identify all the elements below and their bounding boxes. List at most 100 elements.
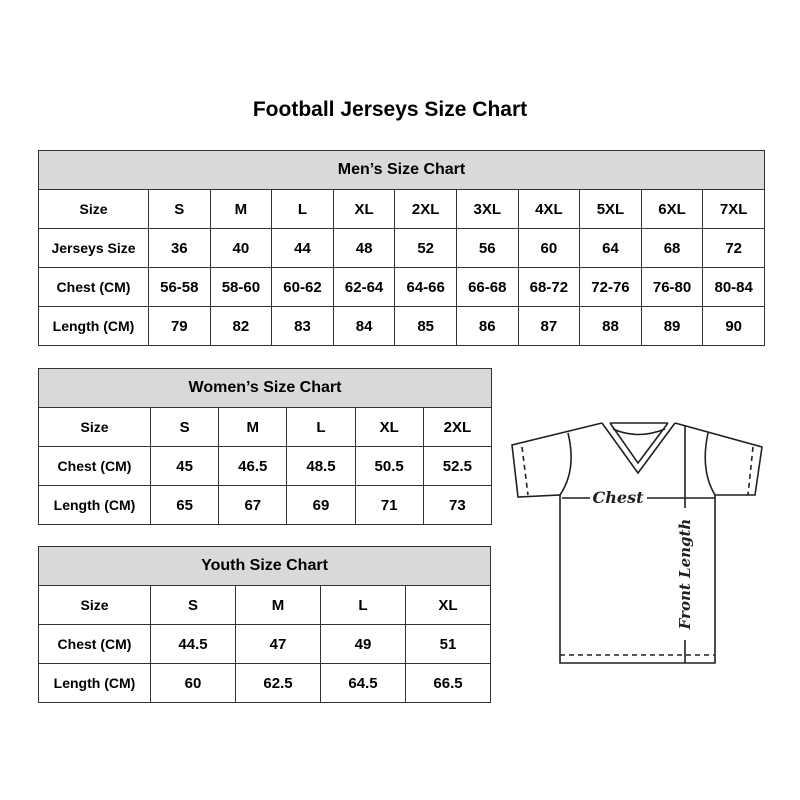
measure-lines bbox=[562, 425, 715, 663]
jersey-diagram: Chest Front Length bbox=[511, 422, 763, 664]
table-cell: 66-68 bbox=[455, 267, 519, 307]
table-cell: 40 bbox=[209, 228, 273, 268]
table-cell: 88 bbox=[579, 306, 642, 346]
table-cell: 2XL bbox=[394, 189, 457, 229]
table-cell: XL bbox=[405, 585, 491, 625]
row-label: Size bbox=[38, 189, 149, 229]
table-row: Length (CM) 79 82 83 84 85 86 87 88 89 90 bbox=[38, 306, 765, 346]
table-cell: 64-66 bbox=[394, 267, 457, 307]
table-row: Size S M L XL bbox=[38, 585, 491, 625]
table-cell: 56 bbox=[455, 228, 519, 268]
table-cell: 72 bbox=[702, 228, 765, 268]
table-cell: M bbox=[218, 407, 288, 447]
row-label: Chest (CM) bbox=[38, 267, 149, 307]
table-cell: 68-72 bbox=[517, 267, 581, 307]
men-table-heading: Men’s Size Chart bbox=[38, 150, 765, 190]
table-row: Length (CM) 60 62.5 64.5 66.5 bbox=[38, 663, 491, 703]
row-label: Length (CM) bbox=[38, 663, 151, 703]
table-cell: L bbox=[286, 407, 356, 447]
chest-label: Chest bbox=[593, 488, 645, 507]
row-label: Length (CM) bbox=[38, 485, 151, 525]
table-cell: 7XL bbox=[702, 189, 765, 229]
table-cell: 6XL bbox=[640, 189, 704, 229]
table-cell: S bbox=[150, 585, 236, 625]
table-cell: XL bbox=[354, 407, 424, 447]
table-cell: M bbox=[209, 189, 273, 229]
row-label: Length (CM) bbox=[38, 306, 149, 346]
table-cell: 84 bbox=[332, 306, 396, 346]
table-cell: 85 bbox=[394, 306, 457, 346]
table-cell: 2XL bbox=[422, 407, 493, 447]
table-cell: 68 bbox=[640, 228, 704, 268]
table-cell: S bbox=[149, 407, 220, 447]
table-row: Chest (CM) 56-58 58-60 60-62 62-64 64-66 66-68… bbox=[38, 267, 765, 307]
mens-size-table: Men’s Size Chart Size S M L XL 2XL 3XL 4XL 5XL 6XL… bbox=[38, 150, 765, 346]
table-cell: 90 bbox=[702, 306, 765, 346]
hem-dashes bbox=[521, 446, 754, 656]
front-length-label: Front Length bbox=[676, 519, 694, 631]
table-row: Jerseys Size 36 40 44 48 52 56 60 64 68 72 bbox=[38, 228, 765, 268]
table-cell: 5XL bbox=[579, 189, 642, 229]
table-cell: 71 bbox=[354, 485, 424, 525]
table-row: Size S M L XL 2XL bbox=[38, 407, 493, 447]
table-cell: 62.5 bbox=[235, 663, 321, 703]
row-label: Chest (CM) bbox=[38, 624, 151, 664]
table-cell: L bbox=[271, 189, 334, 229]
table-cell: 62-64 bbox=[332, 267, 396, 307]
table-cell: 36 bbox=[148, 228, 211, 268]
row-label: Size bbox=[38, 585, 151, 625]
table-cell: 45 bbox=[149, 446, 220, 486]
table-cell: 60 bbox=[517, 228, 581, 268]
sleeve-seams bbox=[559, 432, 716, 496]
table-row: Chest (CM) 45 46.5 48.5 50.5 52.5 bbox=[38, 446, 493, 486]
table-cell: 52.5 bbox=[422, 446, 493, 486]
table-cell: 82 bbox=[209, 306, 273, 346]
table-cell: 51 bbox=[405, 624, 491, 664]
table-cell: 80-84 bbox=[702, 267, 765, 307]
row-label: Size bbox=[38, 407, 151, 447]
table-row: Chest (CM) 44.5 47 49 51 bbox=[38, 624, 491, 664]
table-cell: 50.5 bbox=[354, 446, 424, 486]
table-cell: 60 bbox=[150, 663, 236, 703]
youth-size-table: Youth Size Chart Size S M L XL Chest (CM) 44.5 4… bbox=[38, 546, 491, 703]
women-table-heading: Women’s Size Chart bbox=[38, 368, 492, 408]
table-cell: 73 bbox=[422, 485, 493, 525]
table-cell: 65 bbox=[149, 485, 220, 525]
table-cell: M bbox=[235, 585, 321, 625]
table-cell: 89 bbox=[640, 306, 704, 346]
table-cell: 69 bbox=[286, 485, 356, 525]
table-cell: 67 bbox=[218, 485, 288, 525]
table-cell: S bbox=[148, 189, 211, 229]
table-cell: 48.5 bbox=[286, 446, 356, 486]
table-cell: 48 bbox=[332, 228, 396, 268]
table-cell: 66.5 bbox=[405, 663, 491, 703]
table-cell: 60-62 bbox=[271, 267, 334, 307]
table-row: Length (CM) 65 67 69 71 73 bbox=[38, 485, 493, 525]
table-cell: XL bbox=[332, 189, 396, 229]
table-cell: 76-80 bbox=[640, 267, 704, 307]
table-cell: 52 bbox=[394, 228, 457, 268]
table-cell: L bbox=[320, 585, 406, 625]
table-cell: 49 bbox=[320, 624, 406, 664]
youth-table-heading: Youth Size Chart bbox=[38, 546, 491, 586]
table-cell: 58-60 bbox=[209, 267, 273, 307]
jersey-outline bbox=[511, 422, 763, 664]
table-cell: 86 bbox=[455, 306, 519, 346]
table-cell: 79 bbox=[148, 306, 211, 346]
table-cell: 83 bbox=[271, 306, 334, 346]
womens-size-table: Women’s Size Chart Size S M L XL 2XL Chest (CM)… bbox=[38, 368, 493, 525]
row-label: Jerseys Size bbox=[38, 228, 149, 268]
table-cell: 47 bbox=[235, 624, 321, 664]
table-cell: 64 bbox=[579, 228, 642, 268]
row-label: Chest (CM) bbox=[38, 446, 151, 486]
table-cell: 4XL bbox=[517, 189, 581, 229]
table-cell: 87 bbox=[517, 306, 581, 346]
table-cell: 46.5 bbox=[218, 446, 288, 486]
table-cell: 3XL bbox=[455, 189, 519, 229]
table-row: Size S M L XL 2XL 3XL 4XL 5XL 6XL 7XL bbox=[38, 189, 765, 229]
table-cell: 44 bbox=[271, 228, 334, 268]
collar bbox=[601, 422, 676, 475]
table-cell: 64.5 bbox=[320, 663, 406, 703]
table-cell: 72-76 bbox=[579, 267, 642, 307]
